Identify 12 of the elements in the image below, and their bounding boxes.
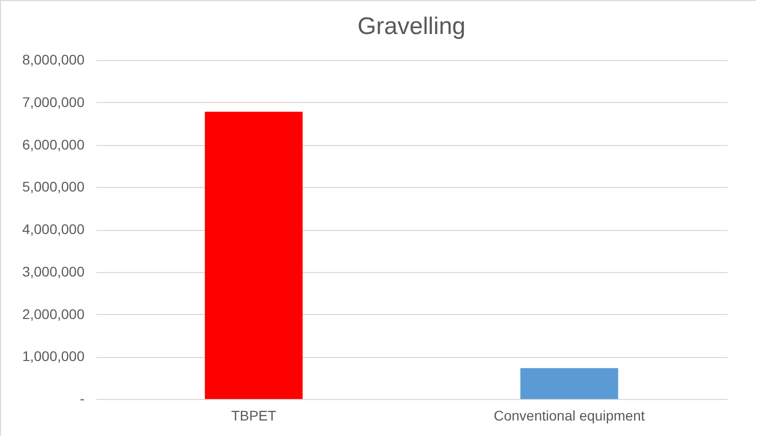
y-tick-label: 8,000,000 — [22, 52, 85, 68]
y-tick-label: 1,000,000 — [22, 348, 85, 364]
y-tick-label: 2,000,000 — [22, 306, 85, 322]
y-tick-label: 3,000,000 — [22, 263, 85, 280]
y-tick-label: 4,000,000 — [22, 221, 85, 237]
y-tick-label: 5,000,000 — [22, 178, 85, 195]
y-tick-label: 6,000,000 — [22, 136, 85, 152]
chart-title: Gravelling — [357, 13, 466, 40]
x-tick-label: Conventional equipment — [494, 408, 645, 424]
x-tick-label: TBPET — [231, 408, 277, 424]
y-tick-label: - — [80, 390, 85, 406]
y-tick-label: 7,000,000 — [22, 94, 85, 110]
